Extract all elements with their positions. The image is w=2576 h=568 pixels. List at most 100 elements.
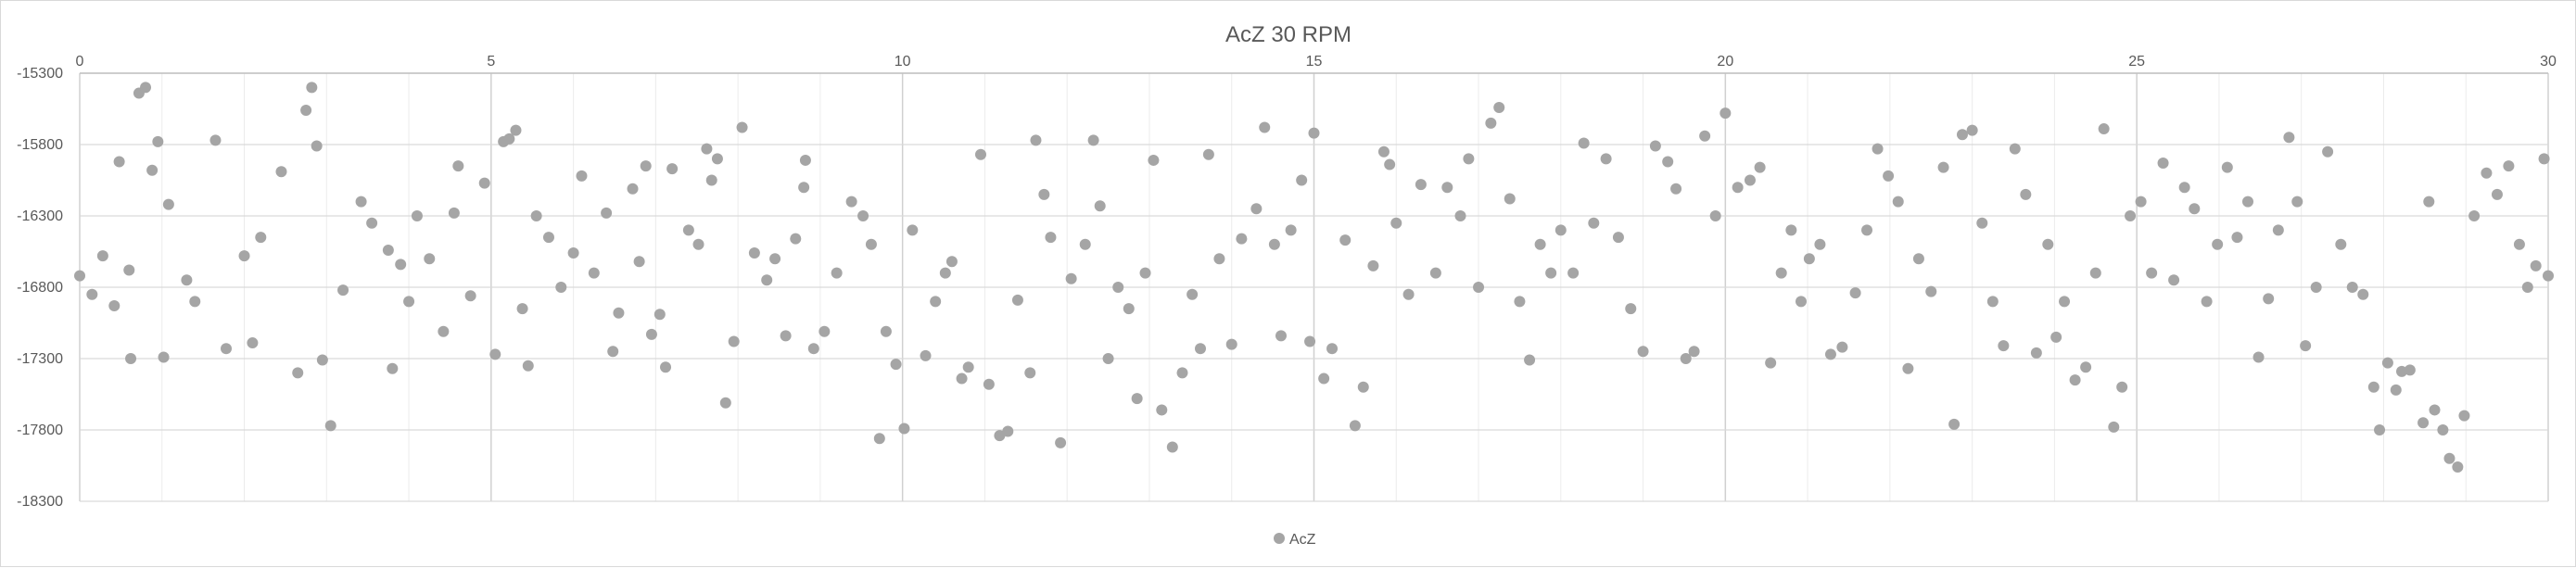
data-point [2042, 238, 2054, 250]
data-point [2367, 381, 2379, 393]
data-point [1176, 367, 1188, 379]
data-point [1883, 170, 1895, 182]
data-point [1976, 217, 1988, 229]
data-point [873, 433, 885, 445]
data-point [1849, 287, 1861, 299]
data-point [2346, 282, 2358, 293]
data-point [2404, 364, 2416, 376]
data-point [567, 247, 579, 259]
data-point [2437, 424, 2449, 435]
data-point [366, 217, 378, 229]
data-point [588, 267, 600, 279]
y-tick-label: -17300 [17, 351, 63, 367]
data-point [1112, 282, 1124, 293]
data-point [1441, 182, 1453, 194]
x-tick-label: 5 [487, 54, 495, 69]
data-point [705, 174, 717, 186]
data-point [974, 148, 986, 160]
data-point [2283, 132, 2295, 144]
data-point [1795, 296, 1807, 308]
data-point [1600, 153, 1612, 165]
data-point [1545, 267, 1557, 279]
data-point [337, 284, 349, 297]
data-point [1699, 130, 1711, 142]
data-point [503, 133, 515, 145]
data-point [818, 325, 831, 337]
data-point [736, 121, 748, 133]
data-point [2125, 210, 2137, 221]
data-point [1588, 217, 1600, 229]
data-point [2503, 160, 2515, 172]
data-point [1065, 272, 1077, 284]
data-point [780, 330, 792, 342]
data-point [411, 210, 423, 221]
data-point [300, 105, 312, 117]
data-point [1304, 335, 1316, 347]
data-point [1814, 238, 1826, 250]
data-point [2212, 238, 2224, 250]
x-tick-label: 15 [1306, 54, 1323, 69]
data-point [660, 361, 672, 373]
data-point [994, 430, 1006, 442]
data-point [1268, 238, 1280, 250]
axes: -15300 -15800 -16300 -16800 -17300 -17800 -183… [17, 54, 2557, 510]
x-tick-label: 30 [2540, 54, 2557, 69]
x-tick-label: 0 [76, 54, 84, 69]
data-point [448, 207, 460, 219]
data-point [311, 140, 323, 152]
data-point [2080, 361, 2092, 373]
data-point [920, 349, 932, 361]
data-point [438, 325, 450, 337]
data-point [769, 253, 781, 265]
data-point [1102, 353, 1114, 364]
data-point [2135, 196, 2147, 208]
legend: AcZ [1274, 532, 1316, 548]
data-point [1002, 425, 1014, 437]
data-point [96, 250, 108, 262]
data-point [1504, 193, 1516, 205]
y-tick-label: -17800 [17, 423, 63, 438]
data-point [2242, 196, 2254, 208]
data-point [719, 397, 731, 409]
data-point [1662, 156, 1674, 168]
data-point [2168, 274, 2180, 286]
data-point [2335, 238, 2347, 250]
data-point [1225, 338, 1237, 350]
data-point [2357, 288, 2369, 300]
data-point [1236, 233, 1248, 245]
data-point [2252, 351, 2265, 363]
data-point [189, 296, 201, 308]
data-point [1454, 210, 1466, 221]
data-point [798, 182, 810, 194]
data-point [1670, 183, 1682, 195]
data-point [2300, 340, 2312, 352]
data-point [2189, 203, 2201, 215]
chart-title: AcZ 30 RPM [1225, 22, 1351, 47]
data-point [627, 183, 639, 195]
data-point [633, 256, 645, 268]
y-tick-label: -16800 [17, 280, 63, 296]
data-point [728, 335, 740, 347]
data-point [1339, 234, 1351, 246]
data-point [1250, 203, 1263, 215]
data-point [748, 247, 760, 259]
data-point [2530, 259, 2542, 271]
data-point [711, 153, 723, 165]
data-point [1202, 148, 1214, 160]
data-point [799, 154, 811, 166]
data-point [2050, 331, 2062, 343]
data-point [247, 337, 259, 349]
data-point [86, 288, 98, 300]
data-point [2417, 417, 2430, 429]
data-point [1079, 238, 1091, 250]
data-point [1024, 367, 1036, 379]
data-point [1429, 267, 1441, 279]
data-point [1986, 296, 1999, 308]
data-point [939, 267, 951, 279]
data-point [2458, 410, 2470, 422]
data-point [1732, 182, 1744, 194]
data-point [1402, 288, 1415, 300]
data-point [1259, 121, 1271, 133]
data-point [2030, 347, 2042, 359]
